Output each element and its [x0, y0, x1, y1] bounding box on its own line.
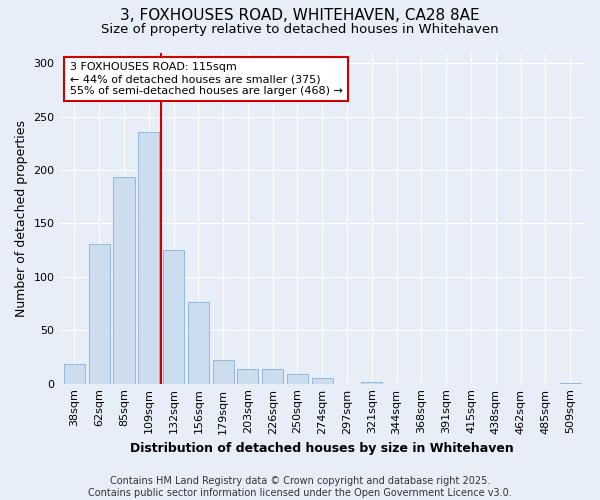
Bar: [312, 378, 333, 384]
Text: 3, FOXHOUSES ROAD, WHITEHAVEN, CA28 8AE: 3, FOXHOUSES ROAD, WHITEHAVEN, CA28 8AE: [120, 8, 480, 22]
Bar: [64, 364, 85, 384]
Bar: [163, 250, 184, 384]
Bar: [138, 132, 160, 384]
Bar: [287, 374, 308, 384]
Bar: [89, 244, 110, 384]
Bar: [238, 368, 259, 384]
Text: 3 FOXHOUSES ROAD: 115sqm
← 44% of detached houses are smaller (375)
55% of semi-: 3 FOXHOUSES ROAD: 115sqm ← 44% of detach…: [70, 62, 343, 96]
Bar: [262, 368, 283, 384]
Bar: [560, 382, 581, 384]
Bar: [212, 360, 233, 384]
Text: Size of property relative to detached houses in Whitehaven: Size of property relative to detached ho…: [101, 22, 499, 36]
Bar: [188, 302, 209, 384]
Y-axis label: Number of detached properties: Number of detached properties: [15, 120, 28, 316]
Bar: [361, 382, 382, 384]
Bar: [113, 178, 134, 384]
X-axis label: Distribution of detached houses by size in Whitehaven: Distribution of detached houses by size …: [130, 442, 514, 455]
Text: Contains HM Land Registry data © Crown copyright and database right 2025.
Contai: Contains HM Land Registry data © Crown c…: [88, 476, 512, 498]
